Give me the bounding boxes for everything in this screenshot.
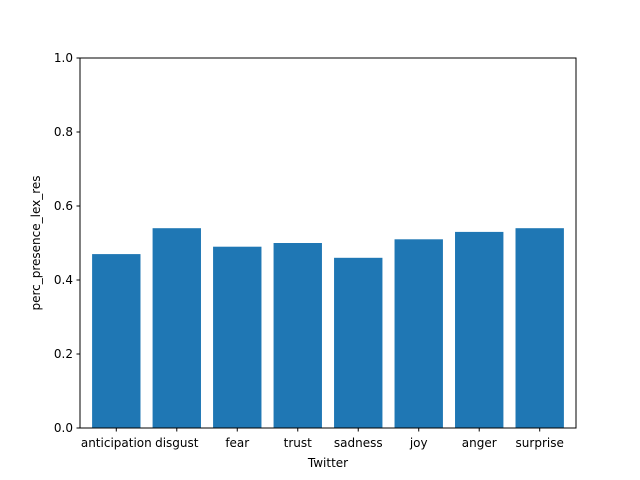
bar-trust	[273, 243, 322, 428]
bar-disgust	[152, 228, 201, 428]
y-tick-label: 0.2	[54, 347, 73, 361]
plot-frame	[79, 57, 577, 429]
x-tick-label-sadness: sadness	[334, 436, 383, 450]
y-axis-ticks: 0.0 0.2 0.4 0.6 0.8 1.0	[54, 51, 80, 435]
bars-layer	[92, 228, 564, 428]
x-tick-label-anger: anger	[462, 436, 497, 450]
bar-joy	[394, 239, 443, 428]
y-tick-label: 1.0	[54, 51, 73, 65]
y-tick-label: 0.0	[54, 421, 73, 435]
y-axis-label: perc_presence_lex_res	[29, 175, 43, 310]
x-tick-label-disgust: disgust	[155, 436, 199, 450]
bar-surprise	[515, 228, 564, 428]
x-tick-label-fear: fear	[225, 436, 249, 450]
x-axis-label: Twitter	[307, 456, 348, 470]
x-tick-label-joy: joy	[409, 436, 428, 450]
bar-anticipation	[92, 254, 141, 428]
bar-fear	[213, 246, 262, 428]
y-tick-label: 0.6	[54, 199, 73, 213]
bar-sadness	[334, 257, 383, 428]
x-tick-label-trust: trust	[284, 436, 312, 450]
y-tick-label: 0.4	[54, 273, 73, 287]
x-tick-label-anticipation: anticipation	[81, 436, 152, 450]
bar-anger	[455, 231, 504, 428]
y-tick-label: 0.8	[54, 125, 73, 139]
x-tick-label-surprise: surprise	[516, 436, 564, 450]
x-axis-ticks: anticipation disgust fear trust sadness joy an…	[81, 428, 564, 450]
